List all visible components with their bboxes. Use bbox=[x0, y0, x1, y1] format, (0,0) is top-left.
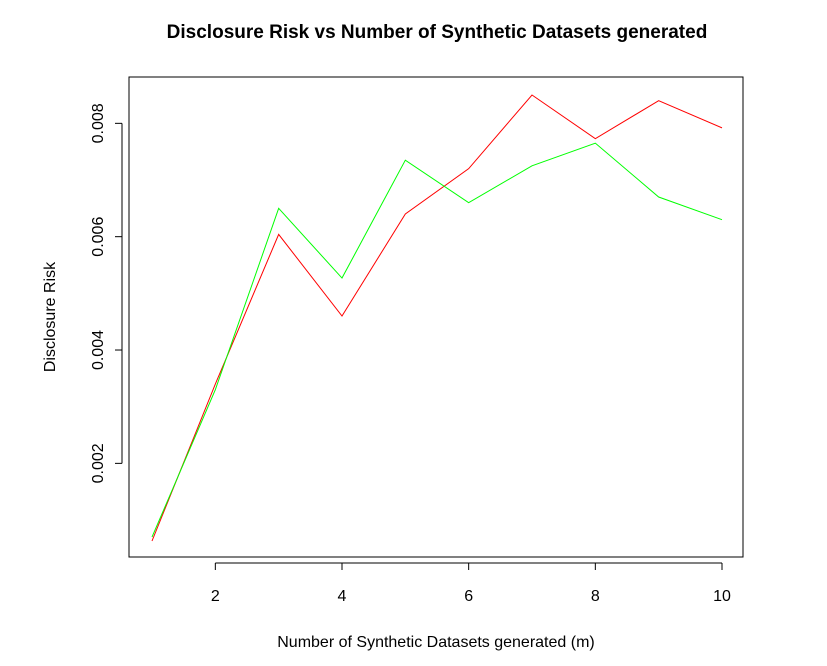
y-axis: 0.002 0.004 0.006 0.008 bbox=[90, 103, 123, 483]
series-layer bbox=[151, 94, 723, 542]
x-tick-label: 6 bbox=[464, 588, 473, 605]
plot-frame bbox=[128, 76, 744, 558]
y-tick-label: 0.006 bbox=[90, 217, 107, 257]
x-tick-label: 2 bbox=[211, 588, 220, 605]
x-tick-label: 8 bbox=[591, 588, 600, 605]
x-tick-label: 4 bbox=[338, 588, 347, 605]
series-line-2 bbox=[151, 142, 723, 538]
series-line-1 bbox=[151, 94, 723, 542]
y-tick-label: 0.002 bbox=[90, 443, 107, 483]
y-axis-label: Disclosure Risk bbox=[42, 261, 59, 372]
x-axis-label: Number of Synthetic Datasets generated (… bbox=[277, 634, 594, 651]
x-tick-label: 10 bbox=[713, 588, 731, 605]
x-axis: 2 4 6 8 10 bbox=[211, 562, 731, 605]
y-tick-label: 0.008 bbox=[90, 103, 107, 143]
y-tick-label: 0.004 bbox=[90, 330, 107, 370]
chart-title: Disclosure Risk vs Number of Synthetic D… bbox=[167, 22, 708, 43]
